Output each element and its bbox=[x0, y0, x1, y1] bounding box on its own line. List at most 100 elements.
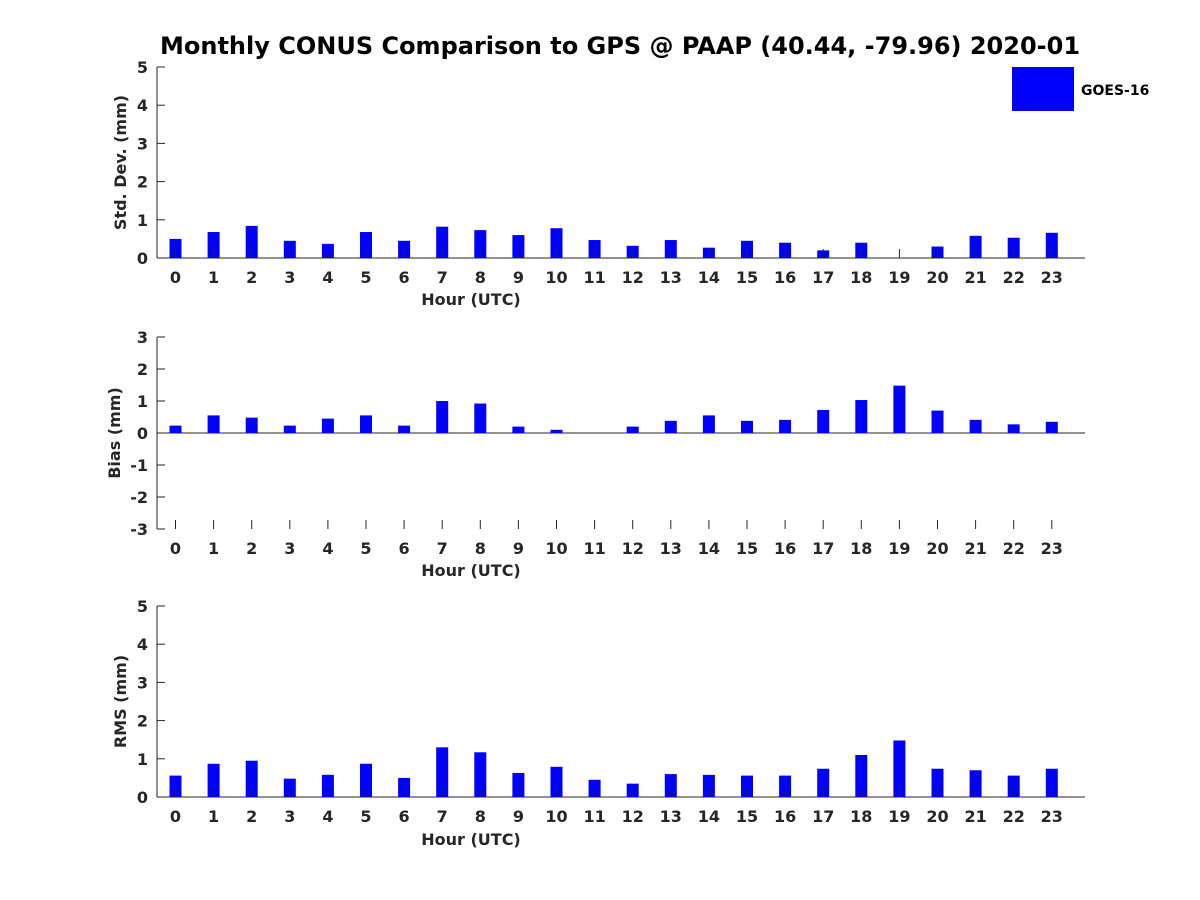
std-y-tick-label: 4 bbox=[137, 96, 148, 115]
rms-bar bbox=[550, 766, 563, 797]
std-x-tick-label: 16 bbox=[774, 268, 796, 287]
std-x-tick-label: 4 bbox=[322, 268, 333, 287]
std-y-tick-label: 3 bbox=[137, 134, 148, 153]
rms-bar bbox=[893, 740, 906, 797]
rms-x-tick-label: 20 bbox=[926, 807, 948, 826]
rms-bar bbox=[741, 775, 753, 797]
rms-x-tick-label: 1 bbox=[208, 807, 219, 826]
rms-x-tick-label: 23 bbox=[1041, 807, 1063, 826]
rms-x-tick-label: 17 bbox=[812, 807, 834, 826]
bias-y-tick-label: -1 bbox=[130, 456, 148, 475]
std-x-tick-label: 19 bbox=[888, 268, 910, 287]
bias-x-tick-label: 13 bbox=[660, 539, 682, 558]
bias-x-tick-label: 21 bbox=[964, 539, 986, 558]
bias-bar bbox=[626, 426, 639, 433]
rms-x-label: Hour (UTC) bbox=[421, 830, 521, 849]
std-bar bbox=[512, 235, 525, 258]
bias-x-tick-label: 3 bbox=[284, 539, 295, 558]
rms-bar bbox=[817, 768, 830, 797]
rms-x-tick-label: 3 bbox=[284, 807, 295, 826]
rms-x-tick-label: 8 bbox=[475, 807, 486, 826]
bias-x-tick-label: 16 bbox=[774, 539, 796, 558]
rms-bar bbox=[664, 774, 677, 797]
bias-x-tick-label: 14 bbox=[698, 539, 720, 558]
bias-x-tick-label: 15 bbox=[736, 539, 758, 558]
chart-title: Monthly CONUS Comparison to GPS @ PAAP (… bbox=[160, 32, 1080, 60]
rms-x-tick-label: 9 bbox=[513, 807, 524, 826]
std-x-tick-label: 20 bbox=[926, 268, 948, 287]
std-x-tick-label: 15 bbox=[736, 268, 758, 287]
std-x-tick-label: 1 bbox=[208, 268, 219, 287]
bias-bar bbox=[321, 418, 334, 433]
bias-bar bbox=[512, 426, 525, 433]
bias-x-tick-label: 22 bbox=[1003, 539, 1025, 558]
std-y-tick-label: 5 bbox=[137, 58, 148, 77]
std-x-tick-label: 23 bbox=[1041, 268, 1063, 287]
bias-y-tick-label: 2 bbox=[137, 360, 148, 379]
rms-x-tick-label: 22 bbox=[1003, 807, 1025, 826]
rms-bar bbox=[931, 768, 944, 797]
std-x-tick-label: 14 bbox=[698, 268, 720, 287]
std-x-tick-label: 11 bbox=[583, 268, 605, 287]
rms-bar bbox=[512, 772, 525, 797]
rms-bar bbox=[245, 760, 258, 797]
std-y-tick-label: 2 bbox=[137, 173, 148, 192]
rms-bar bbox=[398, 777, 411, 797]
std-bar bbox=[550, 228, 563, 258]
rms-bar bbox=[779, 775, 792, 797]
bias-bar bbox=[702, 415, 715, 433]
std-y-label: Std. Dev. (mm) bbox=[111, 95, 130, 230]
rms-y-tick-label: 1 bbox=[137, 750, 148, 769]
std-bar bbox=[474, 230, 487, 258]
rms-x-tick-label: 4 bbox=[322, 807, 333, 826]
std-x-tick-label: 2 bbox=[246, 268, 257, 287]
bias-x-tick-label: 19 bbox=[888, 539, 910, 558]
rms-x-tick-label: 13 bbox=[660, 807, 682, 826]
std-x-label: Hour (UTC) bbox=[421, 290, 521, 309]
bias-bar bbox=[360, 415, 372, 433]
bias-x-tick-label: 23 bbox=[1041, 539, 1063, 558]
bias-x-tick-label: 20 bbox=[926, 539, 948, 558]
bias-x-tick-label: 7 bbox=[437, 539, 448, 558]
std-x-tick-label: 8 bbox=[475, 268, 486, 287]
rms-y-tick-label: 4 bbox=[137, 635, 148, 654]
rms-y-tick-label: 5 bbox=[137, 597, 148, 616]
bias-x-tick-label: 17 bbox=[812, 539, 834, 558]
bias-y-tick-label: 1 bbox=[137, 392, 148, 411]
rms-bar bbox=[969, 770, 982, 797]
rms-bar bbox=[855, 754, 868, 797]
bias-x-tick-label: 6 bbox=[399, 539, 410, 558]
bias-bar bbox=[207, 415, 220, 433]
rms-x-tick-label: 2 bbox=[246, 807, 257, 826]
bias-bar bbox=[969, 419, 982, 433]
std-bar bbox=[207, 232, 220, 258]
rms-x-tick-label: 14 bbox=[698, 807, 720, 826]
rms-bar bbox=[1045, 768, 1058, 797]
bias-x-tick-label: 10 bbox=[545, 539, 567, 558]
rms-bar bbox=[360, 763, 372, 797]
bias-x-tick-label: 18 bbox=[850, 539, 872, 558]
bias-bar bbox=[931, 410, 944, 433]
std-bar bbox=[360, 232, 372, 258]
std-x-tick-label: 7 bbox=[437, 268, 448, 287]
bias-bar bbox=[664, 420, 677, 433]
rms-x-tick-label: 21 bbox=[964, 807, 986, 826]
std-bar bbox=[245, 225, 258, 258]
bias-bar bbox=[1045, 421, 1058, 433]
std-y-tick-label: 0 bbox=[137, 249, 148, 268]
rms-x-tick-label: 19 bbox=[888, 807, 910, 826]
rms-bar bbox=[207, 763, 220, 797]
std-bar bbox=[969, 235, 982, 258]
bias-bar bbox=[817, 409, 830, 433]
bias-bar bbox=[741, 420, 753, 433]
bias-bar bbox=[779, 419, 792, 433]
rms-x-tick-label: 0 bbox=[170, 807, 181, 826]
std-bar bbox=[1045, 232, 1058, 258]
bias-bar bbox=[245, 417, 258, 433]
bias-x-tick-label: 11 bbox=[583, 539, 605, 558]
rms-bar bbox=[1007, 775, 1020, 797]
rms-x-tick-label: 6 bbox=[399, 807, 410, 826]
